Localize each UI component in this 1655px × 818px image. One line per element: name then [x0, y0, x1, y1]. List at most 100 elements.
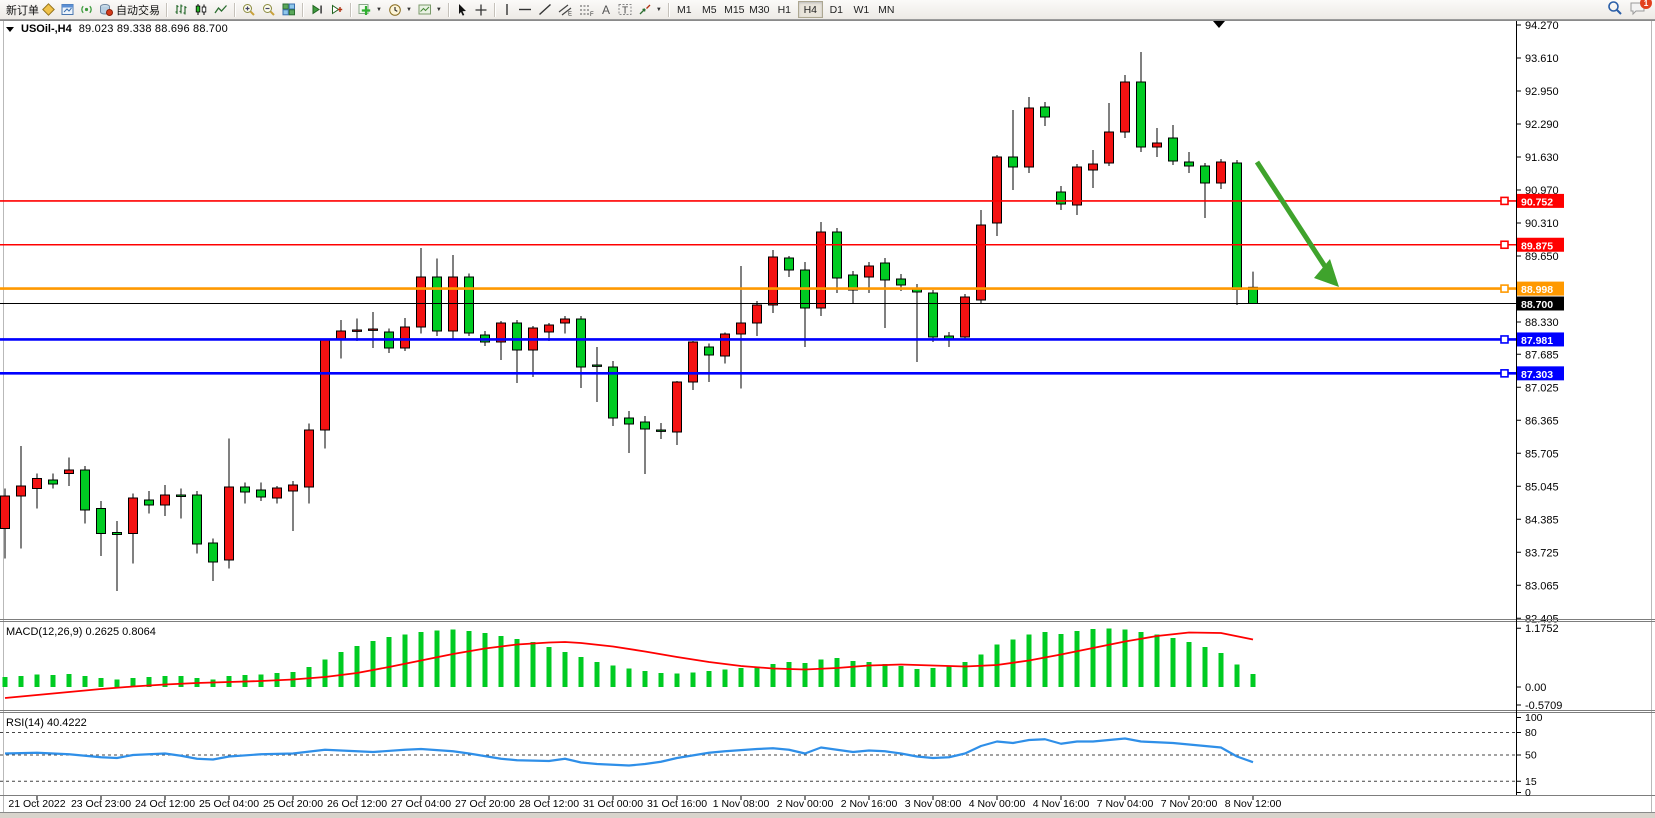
candle-bull	[544, 324, 554, 333]
time-label: 2 Nov 00:00	[777, 798, 834, 810]
time-label: 24 Oct 12:00	[135, 798, 195, 810]
candle-bull	[1024, 107, 1034, 168]
chart-shift-marker[interactable]	[1213, 21, 1225, 28]
macd-histogram-bar	[850, 661, 856, 687]
candle-bull	[560, 318, 570, 324]
search-icon[interactable]	[1607, 0, 1623, 19]
candle-bull	[288, 484, 298, 492]
candle-bull	[992, 156, 1002, 224]
periods-button[interactable]: ▼	[385, 1, 415, 18]
macd-histogram-bar	[2, 677, 8, 687]
candle-bear	[624, 417, 634, 425]
timeframe-mn[interactable]: MN	[878, 3, 895, 16]
label-button[interactable]: T	[615, 1, 635, 18]
signals-icon	[80, 3, 93, 16]
timeframe-d1[interactable]: D1	[829, 3, 844, 16]
toolbar-right-group: 1	[1607, 0, 1652, 19]
macd-histogram-bar	[642, 671, 648, 687]
macd-histogram-bar	[594, 662, 600, 687]
level-line-handle[interactable]	[1500, 369, 1509, 378]
crosshair-button[interactable]	[471, 1, 491, 18]
macd-histogram-bar	[1106, 628, 1112, 687]
zoom-out-button[interactable]	[259, 1, 279, 18]
main-toolbar: 新订单 自动交易 ▼ ▼	[0, 0, 1655, 20]
candle-bear	[880, 262, 890, 281]
candlestick-button[interactable]	[191, 1, 211, 18]
chat-button[interactable]: 1	[1629, 0, 1652, 19]
macd-histogram-bar	[914, 669, 920, 687]
timeframe-w1[interactable]: W1	[853, 3, 870, 16]
macd-histogram-bar	[882, 664, 888, 687]
trend-arrow-head[interactable]	[1314, 259, 1339, 287]
candle-bear	[608, 366, 618, 419]
tile-windows-button[interactable]	[279, 1, 299, 18]
macd-histogram-bar	[66, 674, 72, 687]
indicators-icon	[358, 3, 372, 16]
bar-chart-icon	[174, 3, 188, 16]
time-label: 1 Nov 08:00	[713, 798, 770, 810]
price-tick-label: 88.330	[1525, 317, 1559, 329]
market-watch-button[interactable]	[58, 1, 77, 18]
timeframe-m1[interactable]: M1	[677, 3, 692, 16]
zoom-in-button[interactable]	[239, 1, 259, 18]
trendline-button[interactable]	[535, 1, 555, 18]
fibonacci-button[interactable]: F	[576, 1, 597, 18]
candle-bear	[48, 479, 58, 485]
trend-arrow-line[interactable]	[1254, 160, 1329, 270]
macd-histogram-bar	[1042, 632, 1048, 687]
timeframe-h4[interactable]: H4	[797, 1, 823, 18]
price-badge	[1517, 237, 1564, 252]
timeframe-m30[interactable]: M30	[749, 3, 770, 16]
chart-title-bar: USOil-,H4 89.023 89.338 88.696 88.700	[6, 23, 228, 35]
macd-histogram-bar	[626, 668, 632, 687]
svg-text:F: F	[590, 12, 594, 16]
candle-bull	[160, 494, 170, 506]
level-line-handle[interactable]	[1500, 196, 1509, 206]
templates-dropdown-caret: ▼	[435, 6, 442, 13]
level-line-handle[interactable]	[1500, 284, 1509, 293]
indicators-button[interactable]: ▼	[355, 1, 385, 18]
time-label: 25 Oct 04:00	[199, 798, 259, 810]
signals-button[interactable]	[77, 1, 96, 18]
candle-bear	[240, 486, 250, 493]
macd-histogram-bar	[114, 679, 120, 687]
channel-button[interactable]: E	[555, 1, 576, 18]
macd-histogram-bar	[866, 662, 872, 687]
macd-histogram-bar	[658, 673, 664, 687]
text-button[interactable]: A	[597, 1, 615, 18]
new-order-label: 新订单	[6, 4, 39, 17]
candle-bull	[1104, 131, 1114, 164]
macd-histogram-bar	[930, 668, 936, 687]
time-label: 8 Nov 12:00	[1225, 798, 1282, 810]
macd-histogram-bar	[1186, 642, 1192, 687]
timeframe-m5[interactable]: M5	[702, 3, 717, 16]
price-tick-label: 83.725	[1525, 547, 1559, 559]
vertical-line-button[interactable]	[499, 1, 515, 18]
macd-histogram-bar	[818, 659, 824, 687]
status-strip	[0, 813, 1655, 818]
cursor-button[interactable]	[453, 1, 471, 18]
arrows-button[interactable]: ▼	[635, 1, 665, 18]
level-line-handle[interactable]	[1500, 335, 1509, 344]
auto-scroll-button[interactable]	[307, 1, 327, 18]
templates-button[interactable]: ▼	[415, 1, 445, 18]
chart-symbol-period: USOil-,H4	[21, 23, 72, 35]
crosshair-icon	[474, 3, 488, 17]
autotrading-button[interactable]: 自动交易	[96, 1, 163, 18]
timeframe-m15[interactable]: M15	[724, 3, 745, 16]
timeframe-h1[interactable]: H1	[777, 3, 792, 16]
autotrading-label: 自动交易	[116, 4, 160, 17]
chart-shift-button[interactable]	[327, 1, 347, 18]
new-order-button[interactable]: 新订单	[3, 1, 58, 18]
line-chart-button[interactable]	[211, 1, 231, 18]
rsi-axis-label: 100	[1525, 712, 1543, 724]
horizontal-line-button[interactable]	[515, 1, 535, 18]
macd-histogram-bar	[1218, 653, 1224, 687]
macd-axis-label: 0.00	[1525, 682, 1546, 694]
candle-bull	[768, 256, 778, 306]
candle-bear	[208, 542, 218, 563]
chevron-down-icon[interactable]	[6, 26, 14, 32]
svg-text:A: A	[602, 3, 610, 16]
level-line-handle[interactable]	[1500, 240, 1509, 250]
bar-chart-button[interactable]	[171, 1, 191, 18]
